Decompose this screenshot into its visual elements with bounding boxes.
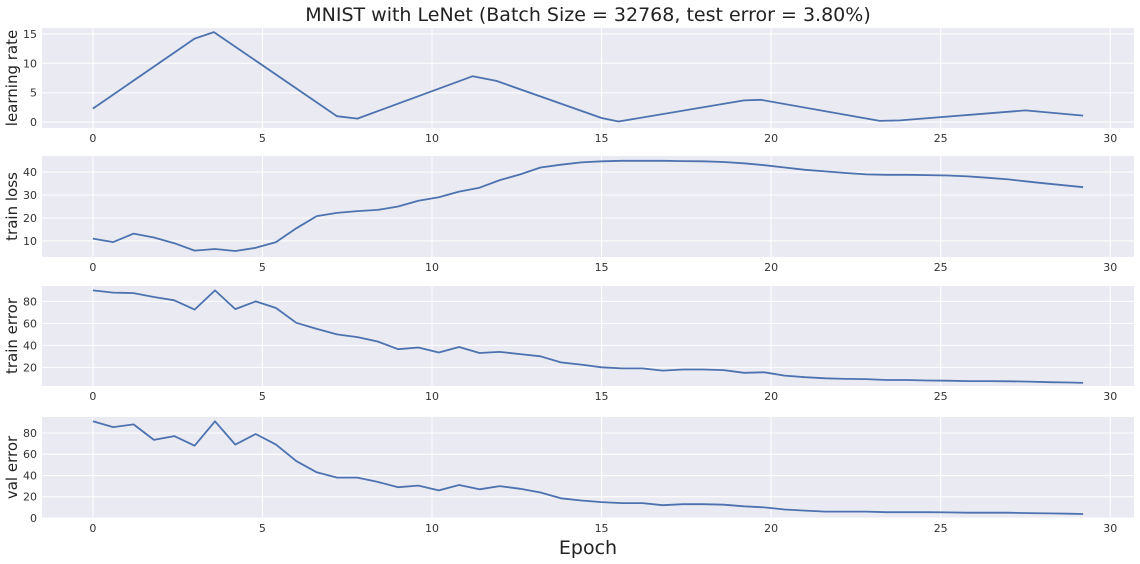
y-tick-label: 0 bbox=[30, 116, 37, 129]
x-tick-label: 0 bbox=[89, 132, 96, 145]
x-tick-label: 25 bbox=[934, 390, 948, 403]
y-tick-label: 80 bbox=[23, 427, 37, 440]
x-tick-label: 20 bbox=[764, 261, 778, 274]
x-tick-label: 10 bbox=[425, 261, 439, 274]
y-axis-label: learning rate bbox=[3, 30, 21, 126]
x-tick-label: 0 bbox=[89, 261, 96, 274]
y-tick-label: 10 bbox=[23, 57, 37, 70]
series-line bbox=[92, 289, 1084, 384]
y-tick-label: 80 bbox=[23, 295, 37, 308]
x-tick-label: 10 bbox=[425, 390, 439, 403]
plot-area bbox=[42, 286, 1134, 386]
y-tick-label: 5 bbox=[30, 87, 37, 100]
x-tick-label: 20 bbox=[764, 132, 778, 145]
y-axis-label: train error bbox=[3, 297, 21, 374]
x-tick-label: 30 bbox=[1103, 132, 1117, 145]
x-tick-label: 15 bbox=[595, 390, 609, 403]
y-axis-label: train loss bbox=[3, 172, 21, 241]
y-tick-label: 60 bbox=[23, 317, 37, 330]
x-tick-label: 30 bbox=[1103, 390, 1117, 403]
y-tick-label: 20 bbox=[23, 212, 37, 225]
x-tick-label: 20 bbox=[764, 522, 778, 535]
x-axis-label: Epoch bbox=[559, 537, 617, 559]
series-line bbox=[92, 159, 1084, 252]
x-tick-label: 10 bbox=[425, 132, 439, 145]
y-tick-label: 20 bbox=[23, 491, 37, 504]
chart-title: MNIST with LeNet (Batch Size = 32768, te… bbox=[305, 4, 870, 26]
x-tick-label: 5 bbox=[259, 261, 266, 274]
x-tick-label: 0 bbox=[89, 390, 96, 403]
x-tick-label: 30 bbox=[1103, 522, 1117, 535]
x-tick-label: 20 bbox=[764, 390, 778, 403]
y-tick-label: 0 bbox=[30, 512, 37, 525]
y-tick-label: 40 bbox=[23, 166, 37, 179]
x-tick-label: 5 bbox=[259, 390, 266, 403]
x-tick-label: 5 bbox=[259, 522, 266, 535]
x-tick-label: 15 bbox=[595, 522, 609, 535]
y-tick-label: 15 bbox=[23, 28, 37, 41]
y-tick-label: 30 bbox=[23, 189, 37, 202]
x-tick-label: 25 bbox=[934, 261, 948, 274]
x-tick-label: 30 bbox=[1103, 261, 1117, 274]
x-tick-label: 0 bbox=[89, 522, 96, 535]
x-tick-label: 5 bbox=[259, 132, 266, 145]
y-axis-label: val error bbox=[3, 435, 21, 499]
y-tick-label: 20 bbox=[23, 361, 37, 374]
x-tick-label: 25 bbox=[934, 522, 948, 535]
plot-area bbox=[42, 28, 1134, 128]
x-tick-label: 15 bbox=[595, 261, 609, 274]
series-line bbox=[92, 420, 1084, 515]
y-tick-label: 10 bbox=[23, 235, 37, 248]
series-line bbox=[92, 31, 1084, 123]
y-tick-label: 40 bbox=[23, 469, 37, 482]
x-tick-label: 10 bbox=[425, 522, 439, 535]
x-tick-label: 15 bbox=[595, 132, 609, 145]
x-tick-label: 25 bbox=[934, 132, 948, 145]
y-tick-label: 40 bbox=[23, 339, 37, 352]
plot-area bbox=[42, 156, 1134, 257]
y-tick-label: 60 bbox=[23, 448, 37, 461]
